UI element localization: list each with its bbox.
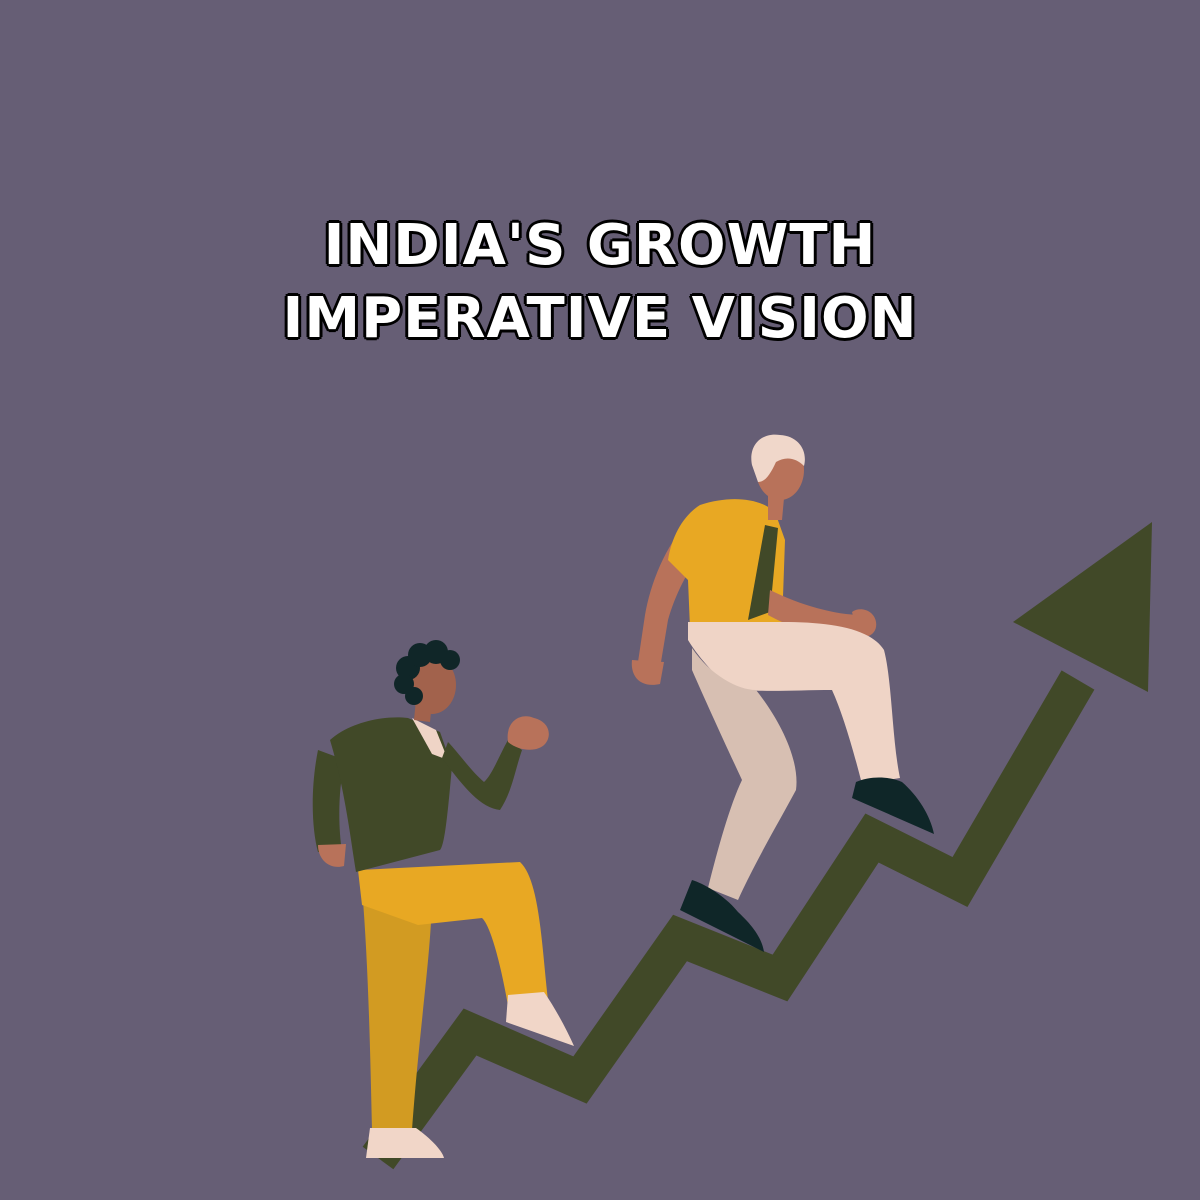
page-title: INDIA'S GROWTH IMPERATIVE VISION <box>0 210 1200 356</box>
title-line-1: INDIA'S GROWTH <box>322 212 877 280</box>
growth-arrow-icon <box>362 522 1152 1170</box>
climbing-person-front-icon <box>312 640 574 1158</box>
climbing-person-back-icon <box>631 434 934 952</box>
title-line-2: IMPERATIVE VISION <box>281 284 918 352</box>
